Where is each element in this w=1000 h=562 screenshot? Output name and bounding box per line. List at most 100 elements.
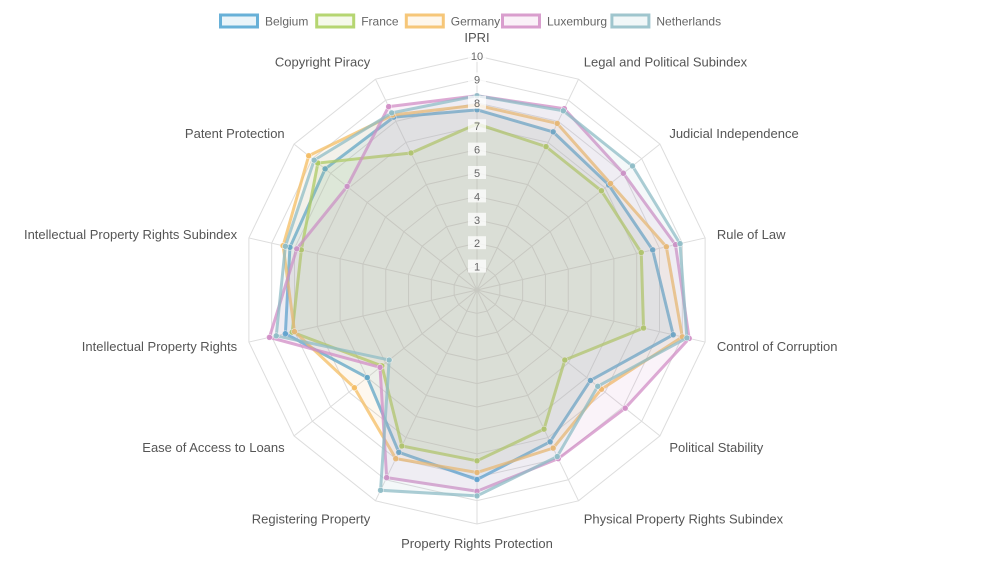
axis-label: Intellectual Property Rights Subindex xyxy=(24,227,238,242)
data-point[interactable] xyxy=(310,156,318,164)
data-point[interactable] xyxy=(388,109,395,117)
data-point[interactable] xyxy=(305,152,312,160)
data-point[interactable] xyxy=(629,162,636,170)
data-point[interactable] xyxy=(669,331,677,339)
data-point[interactable] xyxy=(266,334,273,341)
data-point[interactable] xyxy=(549,444,557,452)
radial-ticks: 1 2 3 4 5 6 7 8 9 10 xyxy=(468,49,486,274)
tick-label: 3 xyxy=(474,215,480,227)
data-point[interactable] xyxy=(607,180,614,187)
grid-spoke xyxy=(476,289,579,502)
data-point[interactable] xyxy=(343,183,351,190)
tick-backdrop xyxy=(468,212,486,226)
data-point[interactable] xyxy=(473,476,481,483)
tick-backdrop xyxy=(468,72,486,86)
tick-label: 10 xyxy=(471,51,483,63)
data-point[interactable] xyxy=(683,334,691,342)
data-point[interactable] xyxy=(640,324,647,332)
tick-backdrop xyxy=(468,259,486,273)
legend-item-belgium[interactable]: Belgium xyxy=(219,13,309,29)
data-point[interactable] xyxy=(560,107,567,115)
tick-label: 1 xyxy=(474,262,480,274)
data-point[interactable] xyxy=(385,356,393,364)
series-netherlands xyxy=(272,92,691,500)
data-point[interactable] xyxy=(620,170,627,177)
data-point[interactable] xyxy=(676,240,684,247)
legend-swatch xyxy=(404,13,445,29)
legend-label: Belgium xyxy=(265,15,308,29)
legend-swatch xyxy=(315,13,356,29)
grid-spoke xyxy=(476,289,706,343)
axis-label: Rule of Law xyxy=(717,227,786,242)
series-luxemburg xyxy=(266,92,693,495)
tick-backdrop xyxy=(468,95,486,109)
data-point[interactable] xyxy=(549,128,557,136)
axis-label: Judicial Independence xyxy=(669,126,798,141)
data-point[interactable] xyxy=(351,384,358,392)
data-point[interactable] xyxy=(594,383,601,390)
data-point[interactable] xyxy=(377,487,384,494)
data-point[interactable] xyxy=(363,374,371,381)
data-point[interactable] xyxy=(561,356,569,364)
data-point[interactable] xyxy=(621,404,629,412)
axis-label: Patent Protection xyxy=(185,126,285,141)
data-point[interactable] xyxy=(638,249,645,256)
axis-label: Physical Property Rights Subindex xyxy=(584,512,784,527)
axis-label: Ease of Access to Loans xyxy=(142,440,285,455)
legend-item-germany[interactable]: Germany xyxy=(404,13,500,29)
legend-swatch xyxy=(501,13,541,29)
data-point[interactable] xyxy=(282,243,289,250)
legend-item-luxemburg[interactable]: Luxemburg xyxy=(501,13,608,29)
data-point[interactable] xyxy=(321,165,329,173)
data-point[interactable] xyxy=(598,187,605,195)
data-point[interactable] xyxy=(553,453,561,460)
data-point[interactable] xyxy=(272,332,280,340)
data-point[interactable] xyxy=(293,245,301,253)
axis-label: Property Rights Protection xyxy=(401,536,553,551)
grid-spoke xyxy=(476,78,579,291)
data-point[interactable] xyxy=(553,120,561,127)
tick-backdrop xyxy=(468,142,486,156)
data-point[interactable] xyxy=(587,377,594,384)
data-point[interactable] xyxy=(542,143,550,150)
data-point[interactable] xyxy=(407,149,415,157)
legend-item-france[interactable]: France xyxy=(315,13,399,29)
legend-label: Germany xyxy=(451,15,500,29)
legend: Belgium France Germany Luxemburg Netherlands xyxy=(219,13,721,29)
data-point[interactable] xyxy=(473,492,481,500)
legend-item-netherlands[interactable]: Netherlands xyxy=(610,13,721,29)
axis-label: Political Stability xyxy=(669,440,763,455)
data-point[interactable] xyxy=(392,455,400,462)
axis-label: Control of Corruption xyxy=(717,339,838,354)
data-point[interactable] xyxy=(473,469,481,476)
tick-label: 5 xyxy=(474,168,480,180)
data-point[interactable] xyxy=(663,243,670,251)
series-area xyxy=(274,94,689,498)
legend-swatch xyxy=(610,13,651,29)
axis-label: Copyright Piracy xyxy=(275,54,371,69)
data-point[interactable] xyxy=(398,442,406,450)
data-point[interactable] xyxy=(291,328,298,335)
series-layer xyxy=(266,92,693,500)
series-france xyxy=(288,120,647,465)
data-point[interactable] xyxy=(376,364,384,371)
legend-label: Netherlands xyxy=(656,15,721,29)
axis-label: IPRI xyxy=(464,30,489,45)
axis-label: Registering Property xyxy=(252,512,371,527)
data-point[interactable] xyxy=(473,457,481,465)
axis-labels: IPRI Legal and Political Subindex Judicial… xyxy=(24,30,838,551)
legend-label: Luxemburg xyxy=(547,15,607,29)
tick-label: 4 xyxy=(474,191,480,203)
data-point[interactable] xyxy=(395,449,403,456)
data-point[interactable] xyxy=(546,438,554,446)
grid-spoke xyxy=(375,289,478,502)
data-point[interactable] xyxy=(649,246,656,254)
tick-label: 9 xyxy=(474,74,480,86)
data-point[interactable] xyxy=(540,425,548,433)
data-point[interactable] xyxy=(383,474,390,481)
grid-spoke xyxy=(476,143,661,291)
tick-label: 6 xyxy=(474,145,480,157)
data-point[interactable] xyxy=(385,103,392,110)
